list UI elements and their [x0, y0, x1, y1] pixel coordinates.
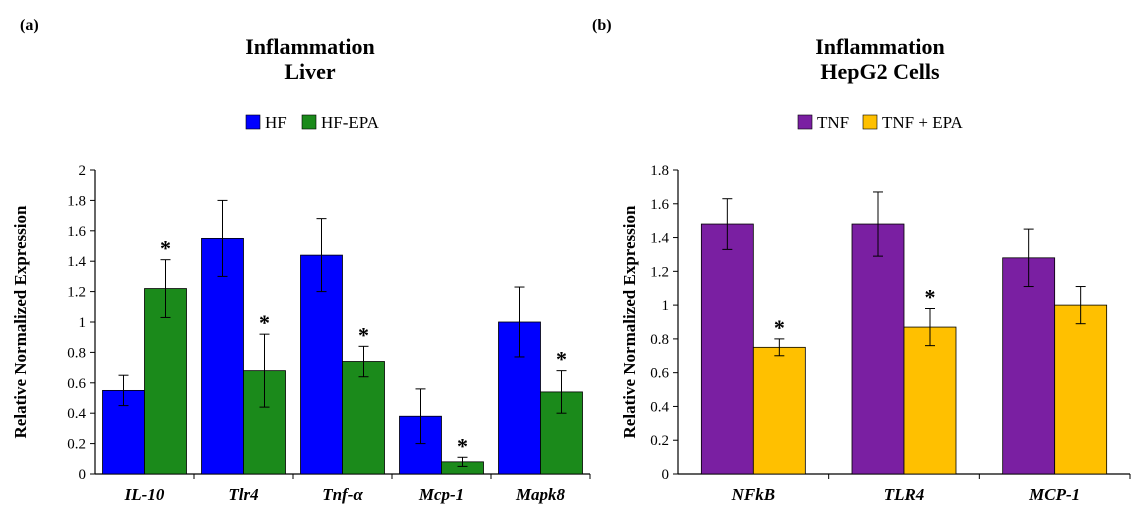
y-tick-label: 0: [79, 467, 87, 483]
y-tick-label: 0.8: [67, 345, 86, 361]
bar-hf-epa: [342, 361, 385, 475]
chart-title: Inflammation: [245, 34, 375, 59]
significance-star: *: [925, 284, 936, 309]
bar-tnf: [1002, 257, 1056, 475]
significance-star: *: [259, 310, 270, 335]
significance-star: *: [358, 322, 369, 347]
y-tick-label: 0.4: [650, 399, 669, 415]
y-tick-label: 0.6: [650, 366, 669, 382]
x-category-label: Tnf-α: [322, 485, 363, 504]
legend-swatch: [862, 114, 878, 130]
y-tick-label: 1.6: [67, 224, 86, 240]
legend: TNF TNF + EPA: [797, 113, 963, 132]
legend-swatch: [301, 114, 317, 130]
y-tick-label: 1.8: [67, 193, 86, 209]
bar-tnf: [851, 223, 905, 475]
y-tick-label: 1: [662, 298, 670, 314]
bar-tnf-epa: [1054, 304, 1108, 475]
bar-tnf-epa: [752, 346, 806, 475]
legend-swatch: [245, 114, 261, 130]
y-tick-label: 0: [662, 467, 670, 483]
panel-label: (b): [592, 17, 612, 34]
y-tick-label: 0.6: [67, 376, 86, 392]
x-category-label: MCP-1: [1028, 485, 1080, 504]
y-tick-label: 1.8: [650, 163, 669, 179]
panel-label: (a): [20, 17, 39, 34]
legend: HF HF-EPA: [245, 113, 380, 132]
significance-star: *: [774, 315, 785, 340]
y-tick-label: 1.2: [67, 285, 86, 301]
bar-hf-epa: [144, 288, 187, 475]
y-tick-label: 1.2: [650, 264, 669, 280]
y-tick-label: 1.4: [650, 231, 669, 247]
y-tick-label: 0.2: [650, 433, 669, 449]
significance-star: *: [556, 347, 567, 372]
x-category-label: TLR4: [884, 485, 925, 504]
legend-swatch: [797, 114, 813, 130]
y-tick-label: 0.4: [67, 406, 86, 422]
x-category-label: IL-10: [124, 485, 165, 504]
legend-label: TNF: [817, 113, 849, 132]
y-axis-label: Relative Normalized Expression: [620, 205, 639, 438]
legend-label: HF: [265, 113, 287, 132]
y-tick-label: 1.4: [67, 254, 86, 270]
significance-star: *: [160, 236, 171, 261]
y-tick-label: 0.2: [67, 437, 86, 453]
bar-hf: [399, 415, 442, 475]
chart-subtitle: Liver: [284, 59, 336, 84]
legend-label: HF-EPA: [321, 113, 380, 132]
bar-tnf: [700, 223, 754, 475]
y-axis-label: Relative Normalized Expression: [11, 205, 30, 438]
y-tick-label: 2: [79, 163, 87, 179]
bar-tnf-epa: [903, 326, 957, 475]
y-tick-label: 1.6: [650, 197, 669, 213]
x-category-label: Mcp-1: [418, 485, 464, 504]
chart-title: Inflammation: [815, 34, 945, 59]
chart-subtitle: HepG2 Cells: [820, 59, 940, 84]
y-tick-label: 0.8: [650, 332, 669, 348]
x-category-label: Tlr4: [228, 485, 258, 504]
legend-label: TNF + EPA: [882, 113, 963, 132]
x-category-label: Mapk8: [515, 485, 566, 504]
significance-star: *: [457, 433, 468, 458]
y-tick-label: 1: [79, 315, 87, 331]
x-category-label: NFkB: [731, 485, 775, 504]
